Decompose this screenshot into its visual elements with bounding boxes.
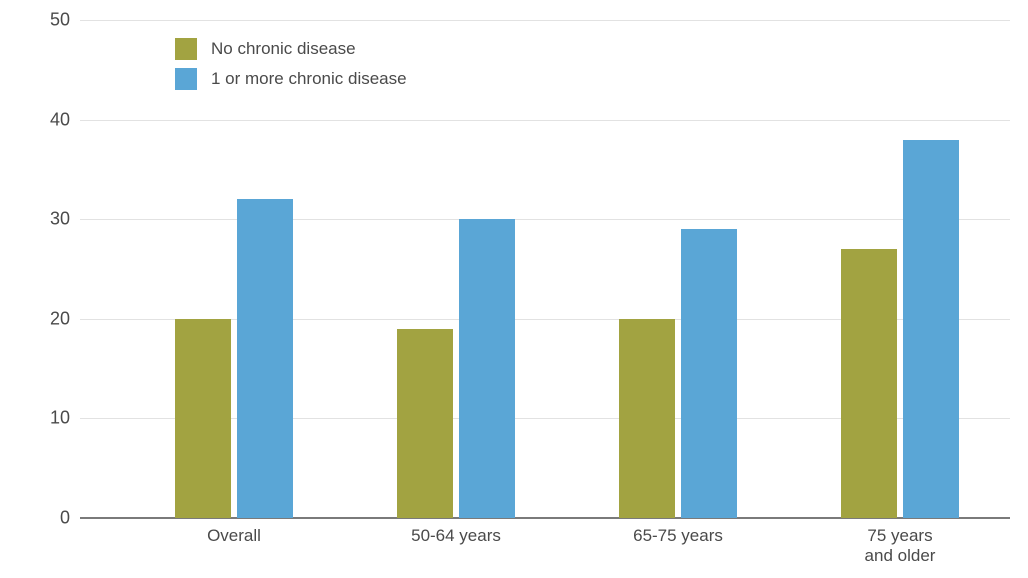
x-tick-label: 75 years and older	[810, 526, 990, 567]
gridline	[80, 120, 1010, 121]
legend-swatch	[175, 38, 197, 60]
legend-label: No chronic disease	[211, 39, 356, 59]
bar	[397, 329, 453, 518]
y-tick-label: 10	[22, 408, 70, 429]
bar	[681, 229, 737, 518]
y-tick-label: 50	[22, 10, 70, 31]
legend: No chronic disease 1 or more chronic dise…	[175, 38, 407, 98]
legend-item: No chronic disease	[175, 38, 407, 60]
bar	[175, 319, 231, 518]
gridline	[80, 20, 1010, 21]
y-tick-label: 0	[22, 508, 70, 529]
bar	[903, 140, 959, 518]
y-tick-label: 30	[22, 209, 70, 230]
legend-swatch	[175, 68, 197, 90]
y-tick-label: 20	[22, 308, 70, 329]
legend-item: 1 or more chronic disease	[175, 68, 407, 90]
bar	[619, 319, 675, 518]
x-tick-label: 65-75 years	[588, 526, 768, 546]
chart-container: Overall 50-64 years 65-75 years 75 years an…	[0, 0, 1028, 578]
legend-label: 1 or more chronic disease	[211, 69, 407, 89]
y-tick-label: 40	[22, 109, 70, 130]
x-tick-label: Overall	[144, 526, 324, 546]
bar	[459, 219, 515, 518]
bar	[841, 249, 897, 518]
x-tick-label: 50-64 years	[366, 526, 546, 546]
bar	[237, 199, 293, 518]
gridline	[80, 219, 1010, 220]
